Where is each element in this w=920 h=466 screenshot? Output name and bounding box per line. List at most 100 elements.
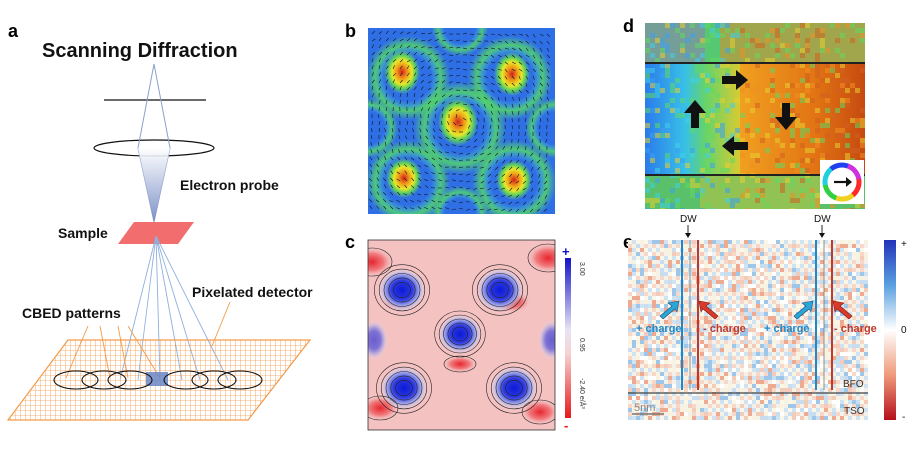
panel-letter-c: c: [345, 232, 355, 252]
pixel: [812, 380, 816, 384]
pixel: [755, 158, 760, 163]
vector-arrow: [418, 177, 422, 182]
pixel: [728, 312, 732, 316]
pixel: [760, 328, 764, 332]
pixel: [725, 23, 730, 28]
pixel: [660, 203, 665, 208]
pixel: [796, 408, 800, 412]
pixel: [704, 284, 708, 288]
pixel: [730, 133, 735, 138]
pixel: [648, 392, 652, 396]
vector-arrow: [431, 172, 436, 175]
vector-arrow: [490, 47, 495, 50]
vector-arrow: [497, 47, 502, 51]
pixel: [735, 198, 740, 203]
pixel: [664, 248, 668, 252]
pixel: [850, 118, 855, 123]
pixel: [812, 312, 816, 316]
pixel: [664, 272, 668, 276]
vector-arrow: [524, 131, 527, 136]
pixel: [665, 103, 670, 108]
pixel: [665, 153, 670, 158]
panel-letter-d: d: [623, 16, 634, 36]
vector-arrow: [504, 103, 508, 108]
vector-arrow: [511, 96, 515, 101]
pixel: [775, 123, 780, 128]
pixel: [800, 158, 805, 163]
pixel: [808, 316, 812, 320]
pixel: [730, 48, 735, 53]
vector-arrow: [384, 156, 387, 161]
vector-arrow: [511, 75, 515, 80]
pixel: [776, 376, 780, 380]
pixel: [684, 340, 688, 344]
pixel: [816, 384, 820, 388]
pixel: [720, 268, 724, 272]
pixel: [720, 244, 724, 248]
pixel: [656, 280, 660, 284]
pixel: [832, 412, 836, 416]
pixel: [692, 364, 696, 368]
pixel: [668, 248, 672, 252]
vector-arrow: [410, 185, 415, 189]
pixel: [652, 328, 656, 332]
pixel: [832, 320, 836, 324]
pixel: [736, 412, 740, 416]
pixel: [705, 153, 710, 158]
pixel: [665, 63, 670, 68]
pixel: [668, 296, 672, 300]
vector-arrow: [510, 145, 513, 150]
vector-arrow: [501, 173, 506, 177]
pixel: [784, 300, 788, 304]
pixel: [725, 138, 730, 143]
vector-arrow: [413, 45, 418, 49]
pixel: [668, 352, 672, 356]
vector-arrow: [389, 205, 394, 210]
pixel: [724, 372, 728, 376]
pixel: [704, 272, 708, 276]
pixel: [864, 360, 868, 364]
panel-c-colorbar-minus: -: [564, 418, 568, 433]
pixel: [768, 412, 772, 416]
pixel: [824, 352, 828, 356]
pixel: [840, 352, 844, 356]
pixel: [732, 248, 736, 252]
vector-arrow: [469, 82, 474, 85]
vector-arrow: [544, 194, 548, 199]
vector-arrow: [531, 166, 534, 171]
pixel: [728, 320, 732, 324]
vector-arrow: [431, 157, 436, 161]
pixel: [756, 304, 760, 308]
pixel: [732, 324, 736, 328]
pixel: [700, 292, 704, 296]
pixel: [776, 408, 780, 412]
pixel: [700, 168, 705, 173]
pixel: [772, 316, 776, 320]
pixel: [636, 388, 640, 392]
pixel: [650, 83, 655, 88]
vector-arrow: [444, 194, 450, 196]
pixel: [848, 268, 852, 272]
electron-probe-label: Electron probe: [180, 177, 279, 193]
pixel: [640, 316, 644, 320]
pixel: [716, 392, 720, 396]
vector-arrow: [537, 187, 541, 192]
pixel: [745, 193, 750, 198]
vector-arrow: [371, 85, 373, 91]
pixel: [668, 252, 672, 256]
vector-arrow: [509, 180, 513, 185]
pixel: [812, 300, 816, 304]
vector-arrow: [445, 207, 450, 210]
pixel: [805, 128, 810, 133]
pixel: [736, 280, 740, 284]
pixel: [695, 193, 700, 198]
pixel: [832, 280, 836, 284]
pixel: [660, 43, 665, 48]
pixel: [840, 128, 845, 133]
pixel: [770, 58, 775, 63]
vector-arrow: [466, 131, 471, 135]
pixel: [670, 23, 675, 28]
pixel: [800, 188, 805, 193]
pixel: [704, 384, 708, 388]
pixel: [740, 138, 745, 143]
